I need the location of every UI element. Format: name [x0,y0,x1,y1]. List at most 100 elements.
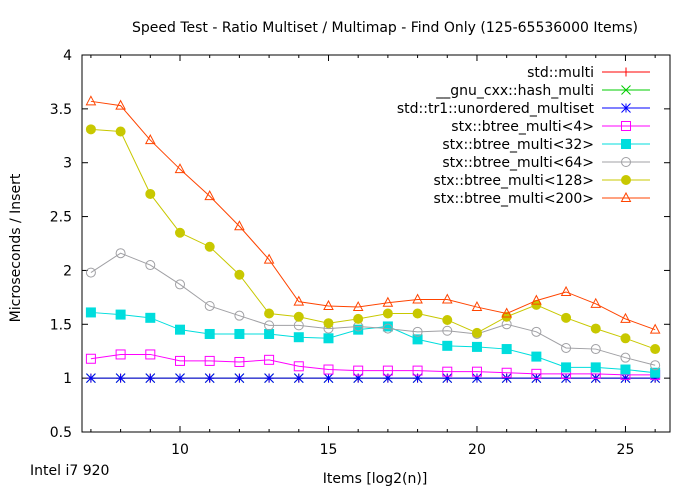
y-tick-label: 3.5 [50,102,72,118]
point [115,373,126,383]
legend-label: stx::btree_multi<200> [433,191,594,207]
point [412,326,423,337]
y-tick-label: 3 [63,156,72,172]
point [471,366,482,377]
series-5 [85,248,661,371]
legend-entry: std::tr1::unordered_multiset [397,101,650,117]
point [382,308,393,319]
legend: std::multi__gnu_cxx::hash_multistd::tr1:… [397,65,650,207]
point [590,297,602,308]
legend-label: stx::btree_multi<128> [433,173,594,189]
point [85,353,96,364]
point [175,279,185,290]
point [264,328,275,339]
point [175,355,185,366]
point [590,344,601,355]
point [650,367,661,378]
point [145,373,156,383]
legend-label: std::multi [527,65,594,81]
point [621,157,631,167]
point [442,325,453,336]
point [263,253,275,264]
point [620,364,631,375]
point [441,293,453,304]
point [353,324,364,335]
series-line [90,100,656,331]
point [471,327,482,338]
point [620,191,632,202]
point [620,312,631,323]
point [590,362,601,373]
point [501,307,512,318]
point [204,328,215,339]
point [115,126,126,137]
point [145,349,156,360]
x-tick-label: 15 [320,442,338,458]
point [561,342,572,353]
point [442,340,453,351]
point [234,373,245,383]
chart-title: Speed Test - Ratio Multiset / Multimap -… [132,20,638,36]
point [323,373,334,383]
point [650,344,661,355]
point [649,323,661,334]
y-tick-label: 1.5 [50,317,72,333]
point [204,355,215,366]
point [383,373,393,383]
point [412,334,423,345]
point [293,373,304,383]
point [353,313,364,324]
point [621,121,631,131]
point [323,333,334,344]
point [264,308,275,319]
point [115,99,126,110]
series-2 [86,373,661,383]
point [234,310,245,321]
point [323,364,334,375]
point [234,328,245,339]
point [115,309,126,320]
point [293,361,304,372]
point [264,320,275,331]
x-tick-label: 25 [617,442,635,458]
point [174,163,186,174]
plot-frame [81,54,671,433]
point [175,373,185,383]
point [382,323,393,334]
point [412,373,423,383]
point [382,365,393,376]
point [204,300,215,311]
point [293,311,304,322]
point [323,299,334,310]
point [620,352,631,363]
point [353,365,364,376]
legend-entry: std::multi [527,65,650,81]
legend-label: stx::btree_multi<4> [451,119,594,135]
point [115,349,126,360]
point [145,312,156,323]
point [115,248,126,259]
point [234,269,245,280]
point [85,307,96,318]
point [531,368,542,379]
point [264,373,274,383]
point [352,300,364,312]
y-tick-label: 0.5 [50,425,72,441]
point [293,295,305,306]
point [621,175,631,185]
point [501,373,512,383]
point [85,124,96,135]
y-tick-label: 4 [63,48,72,64]
series-line [90,128,656,350]
point [353,373,364,383]
point [620,373,631,383]
point [472,373,482,383]
point [204,373,215,383]
point [412,308,423,319]
point [442,314,453,325]
point [471,341,482,352]
point [621,67,631,77]
point [323,318,334,329]
point [650,373,661,383]
point [175,227,185,238]
